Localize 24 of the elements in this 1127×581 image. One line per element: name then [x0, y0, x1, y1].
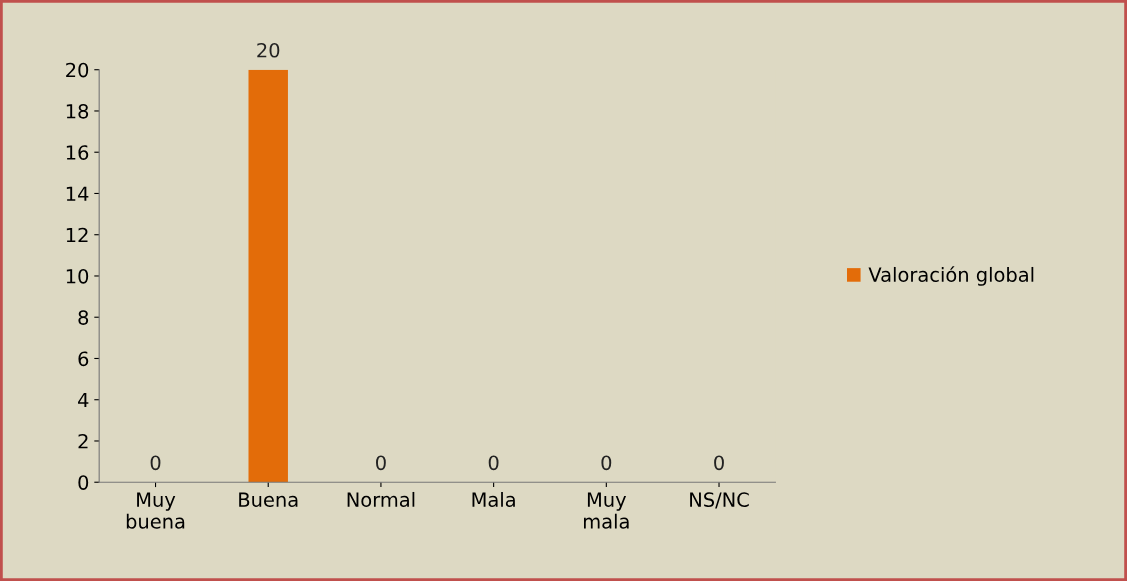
y-tick-label: 6 [78, 351, 89, 367]
x-tick-label: Normal [347, 491, 415, 507]
y-tick-label: 10 [66, 268, 89, 284]
y-tick-label: 2 [78, 433, 88, 449]
x-tick-label: Buena [239, 492, 298, 507]
data-label: 0 [150, 455, 161, 471]
x-tick-label: Muy mala [584, 492, 629, 529]
y-tick-label: 12 [66, 227, 88, 243]
y-tick-label: 4 [78, 392, 89, 408]
data-label: 20 [257, 42, 280, 58]
x-tick-label: Mala [472, 491, 515, 507]
data-label: 0 [601, 455, 612, 471]
data-label: 0 [714, 455, 724, 471]
legend-label: Valoración global [868, 266, 1034, 286]
y-tick-label: 20 [66, 62, 89, 78]
data-label: 0 [488, 455, 499, 471]
x-tick-label: Muy buena [126, 492, 185, 529]
y-tick-label: 18 [66, 103, 89, 119]
data-label: 0 [376, 455, 386, 471]
y-tick-label: 14 [66, 186, 89, 201]
y-tick-label: 0 [78, 475, 89, 490]
x-tick-label: NS/NC [690, 492, 749, 509]
y-tick-label: 8 [78, 310, 89, 325]
y-tick-label: 16 [66, 145, 89, 160]
